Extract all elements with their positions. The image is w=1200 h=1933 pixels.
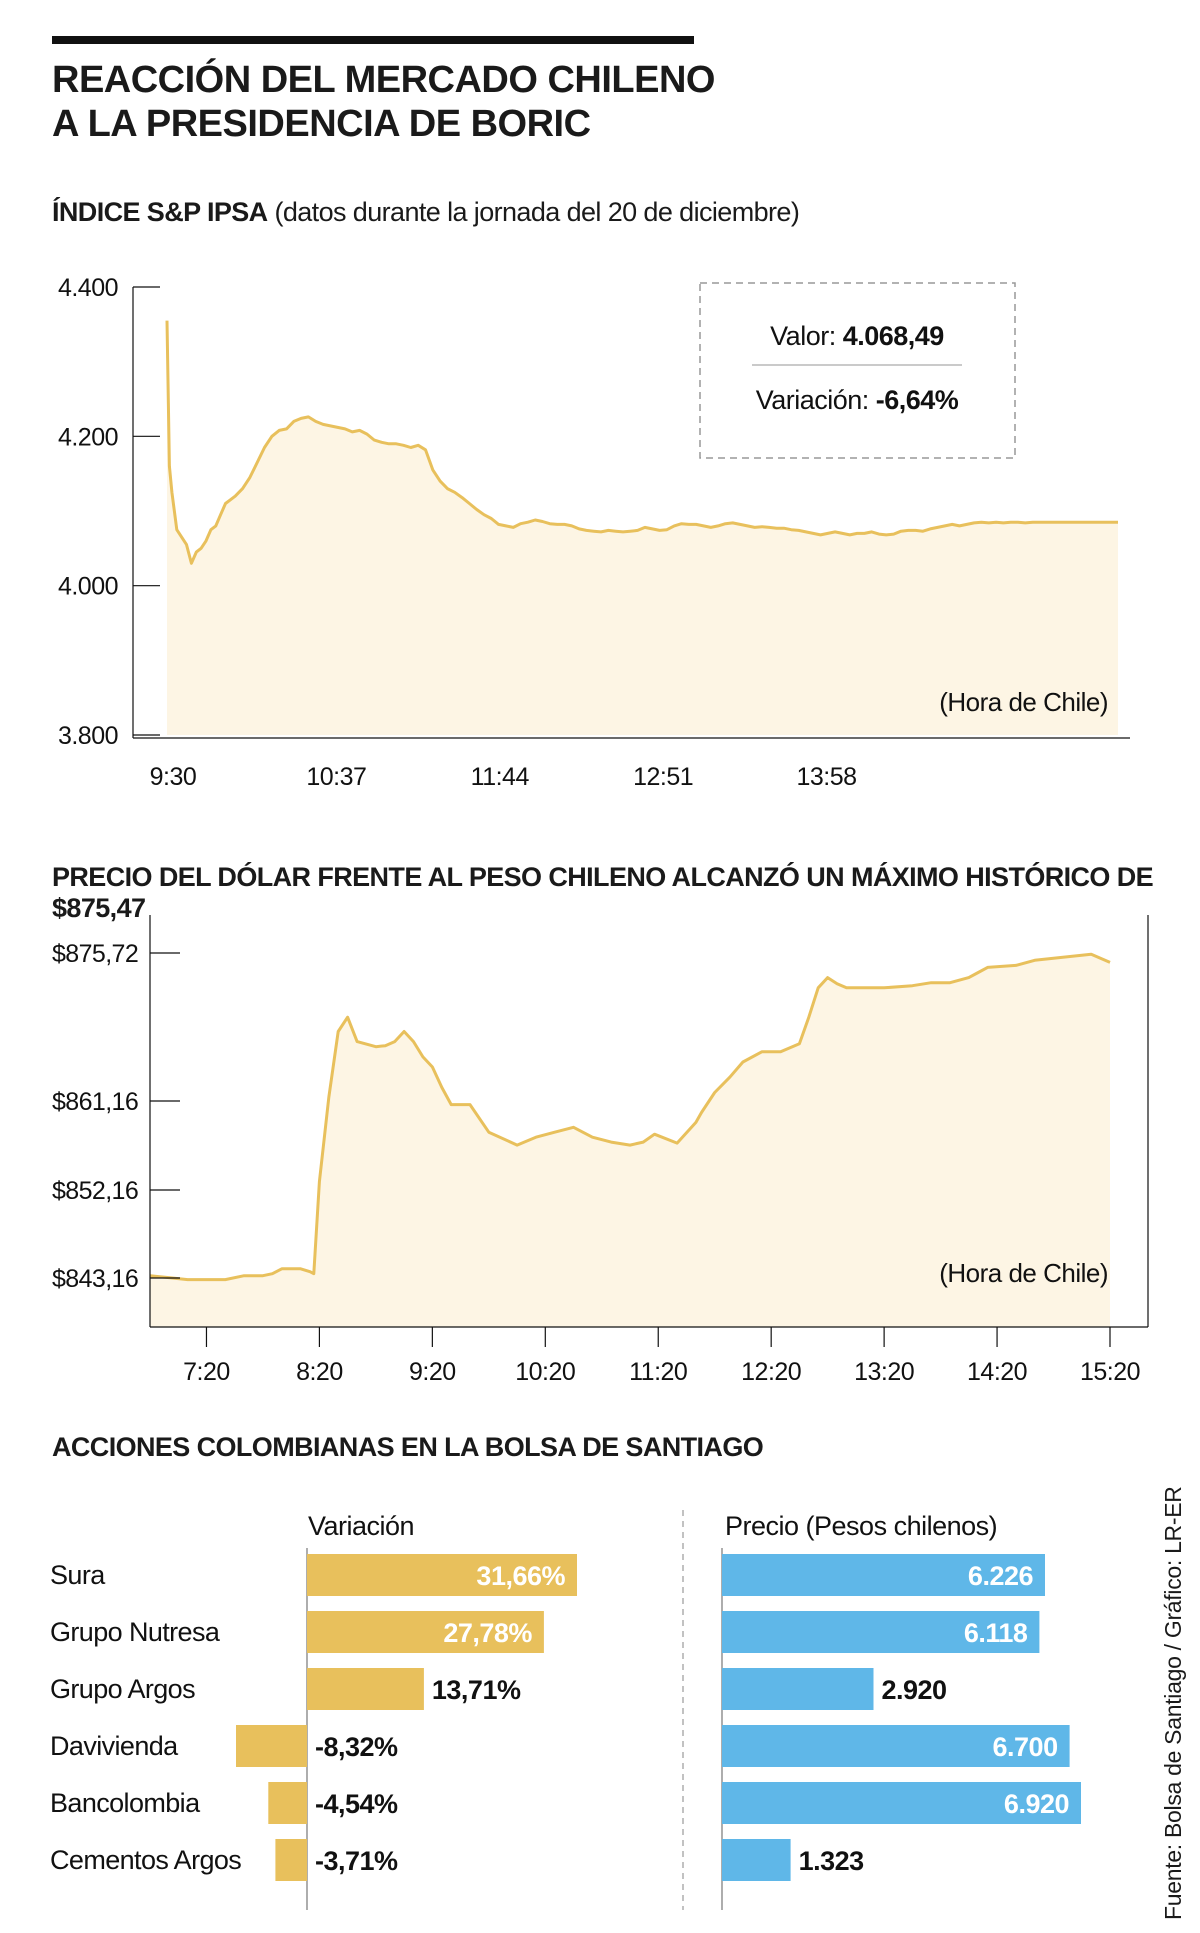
dolar-x-tick-label: 8:20	[296, 1358, 343, 1385]
acciones-title: ACCIONES COLOMBIANAS EN LA BOLSA DE SANT…	[52, 1432, 764, 1462]
dolar-line	[149, 952, 1111, 1282]
variacion-label: 27,78%	[443, 1618, 532, 1648]
variacion-label: 13,71%	[432, 1675, 521, 1705]
variacion-bar	[307, 1668, 424, 1710]
precio-label: 1.323	[799, 1846, 865, 1876]
stock-name: Sura	[50, 1560, 106, 1590]
ipsa-x-tick-label: 11:44	[471, 763, 530, 791]
variacion-label: -4,54%	[315, 1789, 398, 1819]
dolar-title: PRECIO DEL DÓLAR FRENTE AL PESO CHILENO …	[52, 862, 1154, 923]
ipsa-title-note: (datos durante la jornada del 20 de dici…	[267, 197, 800, 227]
stock-name: Cementos Argos	[50, 1845, 241, 1875]
ipsa-x-tick-label: 12:51	[633, 763, 693, 791]
ipsa-valor-text: Valor: 4.068,49	[770, 321, 944, 351]
dolar-x-tick-label: 12:20	[741, 1358, 801, 1385]
ipsa-variacion-text: Variación: -6,64%	[756, 385, 959, 415]
variacion-label: -3,71%	[315, 1846, 398, 1876]
dolar-chart: $875,72 $861,16 $852,16 $843,16 7:20 8:20 9:20…	[52, 915, 1149, 1385]
dolar-area	[150, 954, 1110, 1327]
precio-bar	[722, 1839, 791, 1881]
ipsa-time-note: (Hora de Chile)	[939, 687, 1108, 717]
source-credit: Fuente: Bolsa de Santiago / Gráfico: LR-…	[1160, 1486, 1186, 1920]
stock-name: Bancolombia	[50, 1788, 201, 1818]
dolar-x-tick-label: 13:20	[854, 1358, 914, 1385]
dolar-y-tick-label: $852,16	[52, 1177, 138, 1205]
precio-bar	[722, 1611, 1040, 1653]
variacion-label: 31,66%	[476, 1561, 565, 1591]
col-variacion-header: Variación	[308, 1511, 414, 1541]
variacion-label: -8,32%	[315, 1732, 398, 1762]
ipsa-area	[167, 320, 1118, 735]
dolar-x-tick-label: 9:20	[409, 1358, 456, 1385]
main-title: REACCIÓN DEL MERCADO CHILENO A LA PRESID…	[52, 58, 716, 146]
dolar-x-tick-label: 11:20	[629, 1358, 687, 1385]
precio-bar	[722, 1725, 1070, 1767]
ipsa-x-tick-label: 10:37	[306, 763, 366, 791]
stock-name: Grupo Nutresa	[50, 1617, 221, 1647]
variacion-bar	[307, 1554, 577, 1596]
ipsa-x-tick-label: 9:30	[150, 763, 197, 791]
variacion-bar	[307, 1611, 544, 1653]
ipsa-valor-label: Valor:	[770, 321, 843, 351]
dolar-time-note: (Hora de Chile)	[939, 1258, 1108, 1288]
col-precio-header: Precio (Pesos chilenos)	[725, 1511, 997, 1541]
stock-name: Grupo Argos	[50, 1674, 195, 1704]
ipsa-line	[165, 320, 1118, 565]
precio-bar	[722, 1668, 874, 1710]
ipsa-info-box	[699, 282, 1016, 459]
ipsa-y-tick-label: 4.400	[58, 274, 118, 302]
variacion-bar	[236, 1725, 307, 1767]
dolar-y-tick-label: $843,16	[52, 1265, 138, 1293]
ipsa-title: ÍNDICE S&P IPSA (datos durante la jornad…	[52, 197, 800, 228]
precio-label: 6.226	[968, 1561, 1034, 1591]
dolar-y-tick-label: $861,16	[52, 1088, 138, 1116]
ipsa-y-tick-label: 4.200	[58, 423, 118, 451]
title-rule	[52, 36, 694, 44]
ipsa-variacion-label: Variación:	[756, 385, 876, 415]
precio-label: 6.700	[993, 1732, 1058, 1762]
ipsa-x-tick-label: 13:58	[796, 763, 856, 791]
ipsa-y-tick-label: 3.800	[58, 722, 118, 750]
ipsa-valor-value: 4.068,49	[843, 321, 945, 351]
dolar-y-tick-label: $875,72	[52, 940, 138, 968]
dolar-x-tick-label: 15:20	[1080, 1358, 1140, 1385]
ipsa-variacion-value: -6,64%	[876, 385, 959, 415]
ipsa-title-bold: ÍNDICE S&P IPSA	[52, 197, 268, 227]
precio-bar	[722, 1554, 1045, 1596]
variacion-bar	[268, 1782, 307, 1824]
acciones-chart: Variación Precio (Pesos chilenos) Sura 31,6…	[50, 1510, 1081, 1910]
dolar-x-tick-label: 7:20	[183, 1358, 230, 1385]
precio-label: 2.920	[882, 1675, 947, 1705]
main-title-line-1: REACCIÓN DEL MERCADO CHILENO	[52, 59, 716, 101]
precio-label: 6.118	[964, 1618, 1028, 1648]
variacion-bar	[275, 1839, 307, 1881]
ipsa-chart: 4.400 4.200 4.000 3.800 9:30 10:37 11:44 12:51 1…	[58, 274, 1130, 791]
dolar-x-tick-label: 14:20	[967, 1358, 1027, 1385]
precio-label: 6.920	[1004, 1789, 1069, 1819]
main-title-line-2: A LA PRESIDENCIA DE BORIC	[52, 103, 591, 145]
stock-name: Davivienda	[50, 1731, 179, 1761]
ipsa-y-tick-label: 4.000	[58, 573, 118, 601]
dolar-x-tick-label: 10:20	[515, 1358, 575, 1385]
precio-bar	[722, 1782, 1081, 1824]
